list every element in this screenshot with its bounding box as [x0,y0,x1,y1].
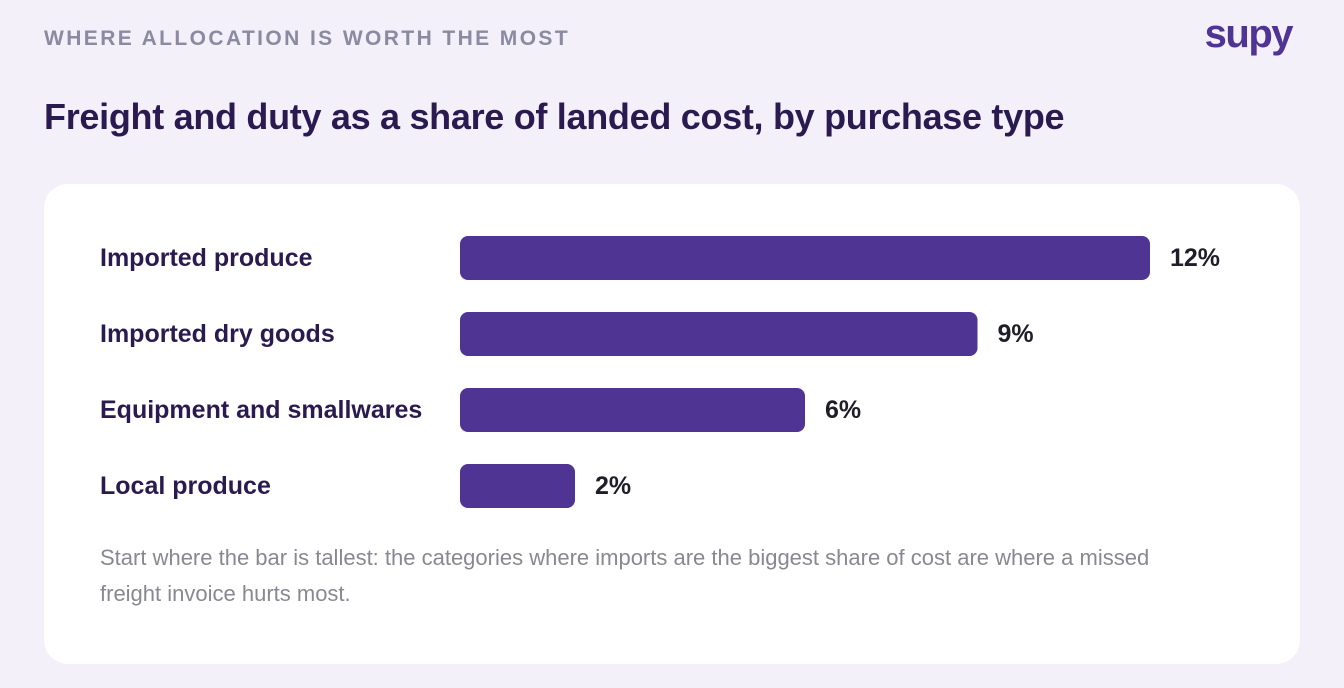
chart-caption: Start where the bar is tallest: the cate… [100,545,1150,606]
value-label: 9% [998,320,1034,348]
bar-row: Equipment and smallwares 6% [100,388,861,432]
bar [460,388,805,432]
bar [460,236,1150,280]
category-label: Imported produce [100,244,313,272]
supy-logo: supy [1204,12,1294,56]
category-label: Equipment and smallwares [100,396,422,424]
value-label: 6% [825,396,861,424]
bar [460,464,575,508]
value-label: 2% [595,472,631,500]
chart-title: Freight and duty as a share of landed co… [44,96,1065,137]
bar-row: Imported produce 12% [100,236,1220,280]
bar-chart: Imported produce 12% Imported dry goods 9% E… [100,236,1220,508]
chart-card: Imported produce 12% Imported dry goods 9% E… [44,184,1300,664]
bar [460,312,978,356]
category-label: Imported dry goods [100,320,335,348]
eyebrow-label: WHERE ALLOCATION IS WORTH THE MOST [44,27,571,50]
bar-row: Imported dry goods 9% [100,312,1034,356]
category-label: Local produce [100,472,271,500]
value-label: 12% [1170,244,1220,272]
bar-row: Local produce 2% [100,464,631,508]
